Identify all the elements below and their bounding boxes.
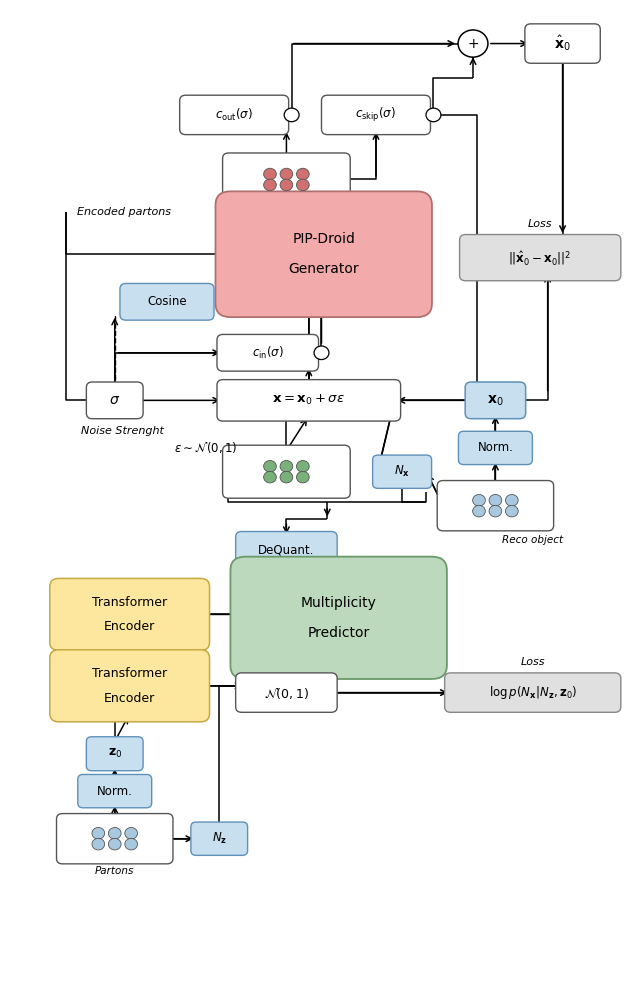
Circle shape (280, 472, 292, 483)
FancyBboxPatch shape (86, 736, 143, 771)
Text: Norm.: Norm. (477, 441, 513, 455)
Text: $\mathbf{z}_0$: $\mathbf{z}_0$ (108, 747, 122, 760)
FancyBboxPatch shape (372, 455, 431, 489)
FancyBboxPatch shape (321, 95, 431, 135)
Circle shape (280, 179, 292, 190)
Text: Loss: Loss (528, 219, 552, 229)
Circle shape (125, 827, 138, 839)
FancyBboxPatch shape (217, 334, 319, 372)
Circle shape (92, 827, 105, 839)
Text: $c_\mathrm{skip}(\sigma)$: $c_\mathrm{skip}(\sigma)$ (355, 106, 397, 124)
FancyBboxPatch shape (217, 380, 401, 421)
Circle shape (280, 461, 292, 472)
FancyBboxPatch shape (86, 382, 143, 419)
FancyBboxPatch shape (525, 24, 600, 63)
FancyBboxPatch shape (50, 650, 209, 721)
FancyBboxPatch shape (78, 775, 152, 808)
Text: PIP-Droid: PIP-Droid (292, 232, 355, 247)
FancyBboxPatch shape (56, 814, 173, 864)
Text: Reco object: Reco object (502, 535, 563, 545)
Text: Generator: Generator (289, 263, 359, 276)
Text: $\sigma$: $\sigma$ (109, 393, 120, 407)
Circle shape (296, 461, 309, 472)
FancyBboxPatch shape (230, 557, 447, 679)
FancyBboxPatch shape (120, 283, 214, 320)
Circle shape (264, 461, 276, 472)
Text: $N_\mathbf{z}$: $N_\mathbf{z}$ (212, 831, 227, 846)
Text: Transformer: Transformer (92, 667, 167, 680)
Circle shape (472, 495, 485, 506)
Circle shape (489, 495, 502, 506)
Circle shape (125, 838, 138, 850)
Circle shape (280, 168, 292, 179)
FancyBboxPatch shape (216, 191, 432, 317)
Circle shape (264, 179, 276, 190)
FancyBboxPatch shape (223, 153, 350, 206)
Text: Multiplicity: Multiplicity (301, 596, 376, 609)
FancyBboxPatch shape (458, 431, 532, 465)
FancyBboxPatch shape (236, 531, 337, 568)
Text: Encoder: Encoder (104, 692, 156, 705)
Text: $||\hat{\mathbf{x}}_0 - \mathbf{x}_0||^2$: $||\hat{\mathbf{x}}_0 - \mathbf{x}_0||^2… (509, 249, 572, 267)
Circle shape (108, 827, 121, 839)
Text: $\epsilon \sim \mathcal{N}(0,1)$: $\epsilon \sim \mathcal{N}(0,1)$ (175, 440, 237, 456)
Text: Encoded partons: Encoded partons (77, 207, 172, 217)
Circle shape (296, 472, 309, 483)
Text: +: + (467, 37, 479, 51)
Text: $c_\mathrm{out}(\sigma)$: $c_\mathrm{out}(\sigma)$ (215, 107, 253, 123)
FancyBboxPatch shape (445, 673, 621, 713)
Text: $N_\mathbf{x}$: $N_\mathbf{x}$ (394, 464, 410, 480)
Circle shape (472, 505, 485, 517)
Circle shape (264, 168, 276, 179)
Text: Norm.: Norm. (97, 785, 132, 798)
Circle shape (264, 472, 276, 483)
Circle shape (92, 838, 105, 850)
Text: $c_\mathrm{in}(\sigma)$: $c_\mathrm{in}(\sigma)$ (252, 345, 284, 361)
Text: $\mathbf{x} = \mathbf{x}_0 + \sigma\epsilon$: $\mathbf{x} = \mathbf{x}_0 + \sigma\epsi… (272, 393, 346, 407)
Circle shape (314, 346, 329, 360)
Circle shape (506, 495, 518, 506)
Text: $\mathcal{N}(0,1)$: $\mathcal{N}(0,1)$ (264, 685, 309, 701)
FancyBboxPatch shape (437, 481, 554, 531)
Circle shape (284, 108, 299, 122)
FancyBboxPatch shape (223, 445, 350, 498)
Text: Predictor: Predictor (308, 625, 370, 640)
Circle shape (296, 179, 309, 190)
Text: Transformer: Transformer (92, 596, 167, 608)
FancyBboxPatch shape (191, 823, 248, 855)
Circle shape (506, 505, 518, 517)
Text: DeQuant.: DeQuant. (258, 543, 315, 556)
Circle shape (108, 838, 121, 850)
Circle shape (458, 30, 488, 57)
FancyBboxPatch shape (465, 382, 525, 419)
Text: Noise Strenght: Noise Strenght (81, 426, 164, 436)
Circle shape (296, 168, 309, 179)
Circle shape (426, 108, 441, 122)
FancyBboxPatch shape (50, 579, 209, 650)
FancyBboxPatch shape (236, 673, 337, 713)
Text: Cosine: Cosine (147, 295, 187, 308)
Text: $\hat{\mathbf{x}}_0$: $\hat{\mathbf{x}}_0$ (554, 34, 571, 54)
Text: Loss: Loss (520, 657, 545, 667)
Text: $\log p(N_\mathbf{x}|N_\mathbf{z}, \mathbf{z}_0)$: $\log p(N_\mathbf{x}|N_\mathbf{z}, \math… (488, 684, 577, 701)
FancyBboxPatch shape (460, 235, 621, 280)
FancyBboxPatch shape (180, 95, 289, 135)
Text: Partons: Partons (95, 866, 134, 876)
Text: $\mathbf{x}_0$: $\mathbf{x}_0$ (487, 393, 504, 407)
Text: Encoder: Encoder (104, 620, 156, 633)
Circle shape (489, 505, 502, 517)
